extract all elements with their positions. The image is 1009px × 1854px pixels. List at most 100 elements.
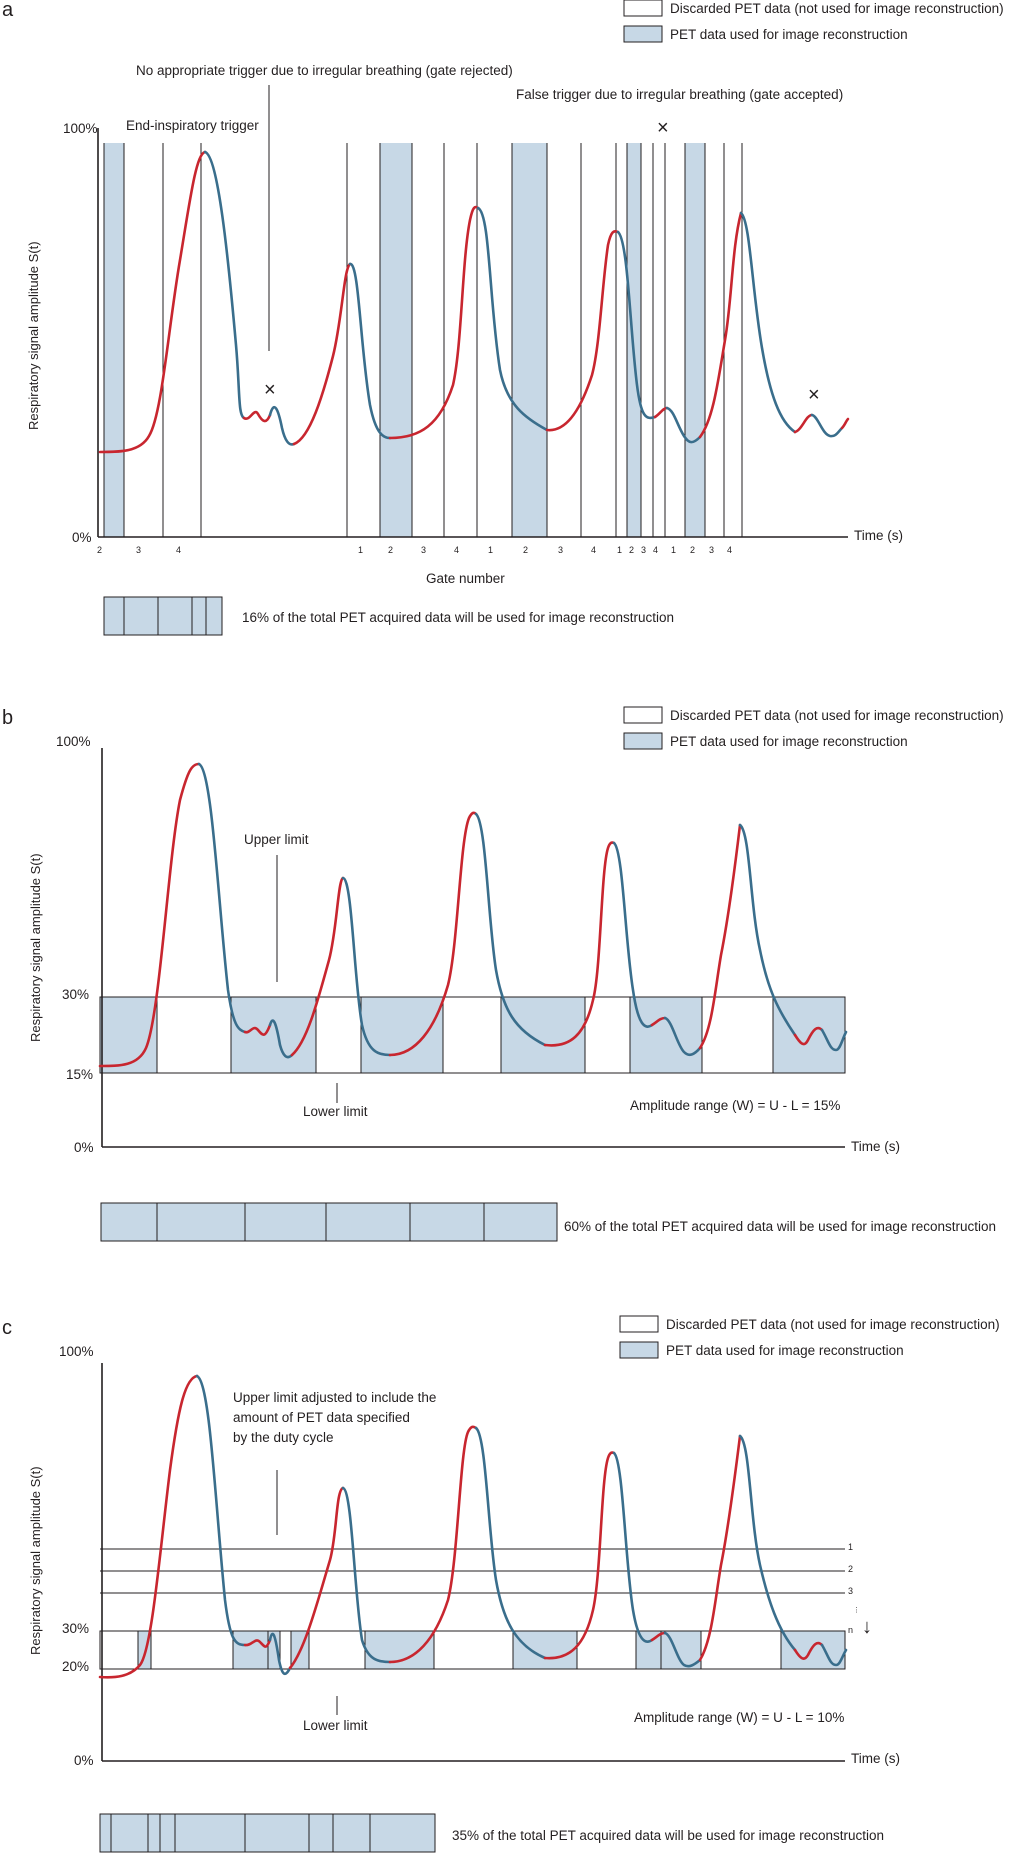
signal-inhale	[98, 150, 207, 454]
panel-a-label: a	[2, 0, 14, 21]
legend-used-swatch	[619, 1341, 659, 1359]
x-axis-label: Time (s)	[854, 528, 903, 543]
signal-exhale	[474, 812, 547, 1047]
signal-inhale	[698, 1434, 742, 1662]
signal-exhale	[820, 1028, 848, 1052]
gate-lines	[103, 143, 743, 537]
amplitude-window	[99, 1630, 846, 1670]
signal-inhale	[98, 762, 201, 1068]
signal-exhale	[197, 762, 247, 1034]
gate-number: 2	[97, 545, 102, 555]
panel-b: b Discarded PET data (not used for image…	[2, 706, 1004, 1242]
signal-inhale	[698, 211, 743, 439]
upper-limit-label: Upper limit	[244, 832, 309, 847]
x-axis-label: Time (s)	[851, 1751, 900, 1766]
lower-limit-label: Lower limit	[303, 1718, 368, 1733]
gate-number: 4	[591, 545, 596, 555]
gate-number: 3	[558, 545, 563, 555]
signal-exhale	[476, 206, 549, 432]
signal-inhale	[840, 417, 850, 430]
legend-discarded-swatch	[619, 1315, 659, 1333]
signal-exhale	[739, 211, 797, 434]
signal-inhale	[292, 262, 352, 446]
legend-used-swatch	[623, 25, 663, 43]
signal-inhale	[545, 229, 620, 432]
signal-inhale	[243, 1638, 272, 1648]
usage-summary: 60% of the total PET acquired data will …	[564, 1219, 996, 1234]
signal-inhale	[388, 1425, 478, 1664]
reject-marker: ×	[808, 384, 820, 406]
gate-number: 3	[709, 545, 714, 555]
gate-number: 3	[641, 545, 646, 555]
signal-exhale	[612, 1451, 654, 1643]
legend-discarded-swatch	[623, 0, 663, 17]
signal-exhale	[663, 1631, 702, 1668]
signal-inhale	[242, 410, 272, 423]
panel-c: c Discarded PET data (not used for image…	[2, 1315, 1000, 1853]
gate-region	[380, 143, 412, 537]
upper-limit-note-line-3: by the duty cycle	[233, 1430, 334, 1445]
y-max-label: 100%	[56, 734, 91, 749]
gate-region	[512, 143, 547, 537]
gate-number: 1	[671, 545, 676, 555]
signal-exhale	[268, 1019, 294, 1059]
gate-number: 3	[136, 545, 141, 555]
signal-inhale	[290, 876, 345, 1057]
signal-inhale	[793, 1641, 824, 1660]
usage-summary: 16% of the total PET acquired data will …	[242, 610, 674, 625]
usage-bar	[100, 1202, 558, 1242]
level-label: ⋮	[853, 1607, 860, 1614]
gate-number: 1	[617, 545, 622, 555]
legend-discarded-text: Discarded PET data (not used for image r…	[670, 1, 1004, 16]
lower-limit-label: Lower limit	[303, 1104, 368, 1119]
level-label: n	[848, 1625, 853, 1635]
signal-exhale	[820, 1643, 848, 1667]
y-axis-label: Respiratory signal amplitude S(t)	[26, 241, 41, 430]
gate-number: 4	[176, 545, 181, 555]
gate-axis-label: Gate number	[426, 571, 505, 586]
y-min-label: 0%	[74, 1753, 94, 1768]
annotation-false: False trigger due to irregular breathing…	[516, 87, 843, 102]
gate-number: 4	[454, 545, 459, 555]
level-label: 1	[848, 1542, 853, 1552]
y-min-label: 0%	[74, 1140, 94, 1155]
signal-inhale	[388, 205, 480, 440]
legend-used-text: PET data used for image reconstruction	[670, 27, 908, 42]
signal-inhale	[98, 1374, 199, 1679]
signal-inhale	[288, 1486, 345, 1670]
reject-marker: ×	[657, 117, 669, 139]
y-max-label: 100%	[63, 121, 98, 136]
panel-a-legend: Discarded PET data (not used for image r…	[623, 0, 1004, 43]
y-upper-label: 30%	[62, 987, 89, 1002]
panel-b-legend: Discarded PET data (not used for image r…	[623, 706, 1004, 750]
reject-marker: ×	[264, 379, 276, 401]
gate-number: 1	[358, 545, 363, 555]
window-segments	[137, 1630, 846, 1670]
legend-used-text: PET data used for image reconstruction	[670, 734, 908, 749]
signal-exhale	[195, 1374, 247, 1647]
signal-exhale	[268, 405, 296, 446]
signal-exhale	[665, 406, 702, 444]
gate-number: 2	[523, 545, 528, 555]
signal-exhale	[663, 1016, 702, 1057]
panel-c-legend: Discarded PET data (not used for image r…	[619, 1315, 1000, 1359]
gate-number: 1	[488, 545, 493, 555]
signal-exhale	[738, 823, 797, 1037]
amplitude-window	[99, 996, 846, 1074]
y-axis-label: Respiratory signal amplitude S(t)	[28, 1466, 43, 1655]
y-lower-label: 15%	[66, 1067, 93, 1082]
signal-inhale	[543, 841, 616, 1047]
usage-bar	[103, 596, 223, 636]
signal-exhale	[616, 230, 657, 420]
y-max-label: 100%	[59, 1344, 94, 1359]
legend-discarded-text: Discarded PET data (not used for image r…	[666, 1317, 1000, 1332]
signal-inhale	[243, 1023, 272, 1036]
signal-exhale	[474, 1426, 547, 1660]
usage-summary: 35% of the total PET acquired data will …	[452, 1828, 884, 1843]
upper-limit-note-line-1: Upper limit adjusted to include the	[233, 1390, 436, 1405]
gate-number: 2	[629, 545, 634, 555]
signal-exhale	[341, 1486, 392, 1664]
gate-region	[685, 143, 705, 537]
signal-exhale	[810, 413, 844, 438]
